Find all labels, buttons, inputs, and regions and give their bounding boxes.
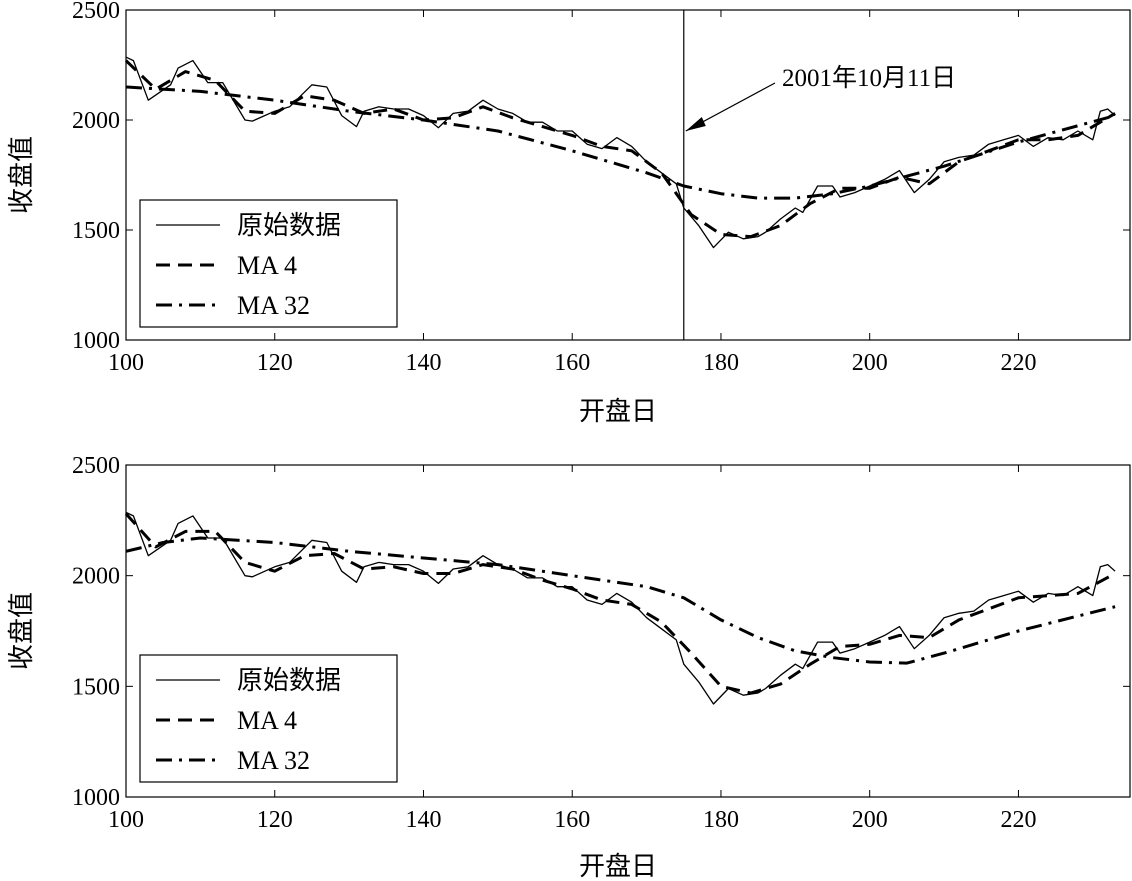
y-tick-label: 2500 bbox=[72, 0, 120, 24]
axes-frame bbox=[125, 464, 1131, 798]
y-tick-label: 2500 bbox=[72, 453, 120, 479]
x-axis-label: 开盘日 bbox=[579, 852, 657, 881]
x-tick-label: 140 bbox=[405, 350, 441, 376]
x-tick-label: 180 bbox=[703, 807, 739, 833]
legend-label: MA 4 bbox=[237, 251, 297, 280]
legend-label: 原始数据 bbox=[237, 211, 341, 240]
x-tick-label: 120 bbox=[257, 350, 293, 376]
axes-frame bbox=[125, 9, 1131, 341]
subplot-1: 100 120 140 160 180 200 220 1000 1500 2000 2500 开盘日… bbox=[7, 0, 1131, 426]
y-tick-label: 2000 bbox=[72, 564, 120, 590]
y-axis-label: 收盘值 bbox=[7, 592, 36, 670]
y-tick-label: 2000 bbox=[72, 108, 120, 134]
y-tick-label: 1500 bbox=[72, 218, 120, 244]
x-tick-label: 100 bbox=[108, 807, 144, 833]
x-tick-label: 140 bbox=[405, 807, 441, 833]
series-line-dashdot bbox=[125, 85, 1116, 200]
y-tick-label: 1000 bbox=[72, 328, 120, 354]
x-tick-label: 180 bbox=[703, 350, 739, 376]
legend-label: 原始数据 bbox=[237, 666, 341, 695]
x-axis-label: 开盘日 bbox=[579, 397, 657, 426]
y-axis-label: 收盘值 bbox=[7, 136, 36, 214]
series-line-dashed bbox=[124, 512, 1116, 695]
legend: 原始数据 MA 4 MA 32 bbox=[139, 654, 398, 783]
x-tick-label: 160 bbox=[554, 350, 590, 376]
legend-label: MA 32 bbox=[237, 746, 310, 775]
x-tick-label: 100 bbox=[108, 350, 144, 376]
x-tick-label: 160 bbox=[554, 807, 590, 833]
x-tick-label: 200 bbox=[852, 807, 888, 833]
y-tick-label: 1000 bbox=[72, 785, 120, 811]
legend-label: MA 32 bbox=[237, 291, 310, 320]
arrow-head-icon bbox=[685, 117, 706, 131]
x-tick-label: 220 bbox=[1000, 807, 1036, 833]
y-tick-label: 1500 bbox=[72, 674, 120, 700]
x-tick-label: 200 bbox=[852, 350, 888, 376]
subplot-2: 100 120 140 160 180 200 220 1000 1500 2000 2500 开盘日… bbox=[7, 453, 1131, 881]
x-tick-label: 120 bbox=[257, 807, 293, 833]
legend-label: MA 4 bbox=[237, 706, 297, 735]
series-line-dashdot bbox=[125, 536, 1116, 665]
annotation-label: 2001年10月11日 bbox=[782, 64, 956, 92]
series-line-dashed bbox=[124, 59, 1116, 239]
legend: 原始数据 MA 4 MA 32 bbox=[139, 199, 398, 328]
x-tick-label: 220 bbox=[1000, 350, 1036, 376]
series-line-solid bbox=[125, 511, 1116, 705]
